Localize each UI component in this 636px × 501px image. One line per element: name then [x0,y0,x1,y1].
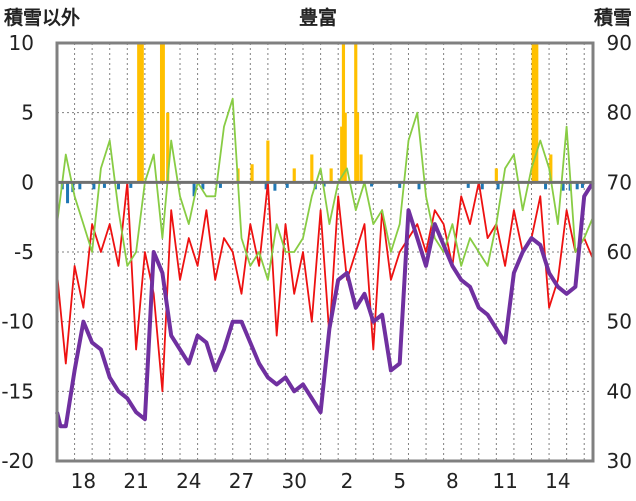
x-tick-label: 27 [229,469,254,493]
blue-bar [201,182,205,190]
snowfall-bar [138,43,143,183]
right-tick-label: 30 [607,449,632,473]
snowfall-bars [137,43,553,183]
purple-series-line [55,181,595,429]
x-tick-label: 30 [282,469,307,493]
snowfall-bar [340,126,344,183]
snowfall-bar [159,43,164,183]
blue-bar [66,182,70,204]
blue-bar [218,182,222,188]
x-tick-label: 2 [341,469,354,493]
left-tick-label: -15 [1,379,34,403]
blue-bar [102,182,106,188]
right-tick-label: 60 [607,240,632,264]
snowfall-bar [354,43,358,183]
x-tick-label: 18 [71,469,96,493]
snowfall-bar [310,154,314,183]
left-tick-label: 0 [21,170,34,194]
x-tick-label: 11 [492,469,517,493]
right-tick-label: 90 [607,31,632,55]
right-tick-label: 50 [607,310,632,334]
red-series-line [56,181,594,393]
right-tick-label: 80 [607,101,632,125]
blue-bar [480,182,484,190]
x-tick-label: 21 [123,469,148,493]
blue-bar [580,182,584,188]
blue-bar [285,182,289,188]
chart-title: 豊富 [299,6,337,29]
blue-bar [561,182,565,191]
right-axis-title: 積雪 [594,6,632,29]
blue-bar [117,182,121,190]
x-axis-ticks: 18 21 24 27 30 2 5 8 11 14 [71,469,571,493]
blue-bar [129,182,133,188]
snowfall-bar [250,164,254,183]
snowfall-bar [161,43,165,183]
snowfall-bar [292,168,296,183]
x-tick-label: 14 [545,469,570,493]
snowfall-bar [359,154,363,183]
blue-bar [575,182,579,190]
left-tick-label: 10 [9,31,34,55]
plot-border [55,41,595,463]
snowfall-bar [494,168,498,183]
right-axis-ticks: 90 80 70 60 50 40 30 [607,31,632,473]
blue-bar [417,182,421,190]
x-tick-label: 24 [176,469,201,493]
snowfall-bar [140,43,144,183]
left-tick-label: -10 [1,310,34,334]
snowfall-bar [531,43,535,183]
blue-bar [92,182,96,190]
left-axis-ticks: 10 5 0 -5 -10 -15 -20 [1,31,34,473]
blue-bar [273,182,277,191]
series-lines [55,97,595,429]
blue-bars [60,182,584,204]
blue-bar [496,182,500,190]
snowfall-bar [343,112,347,183]
left-tick-label: -20 [1,449,34,473]
blue-bar [544,182,548,190]
blue-bar [322,182,326,187]
left-tick-label: 5 [21,101,34,125]
right-tick-label: 70 [607,170,632,194]
snowfall-bar [137,43,141,183]
left-tick-label: -5 [14,240,34,264]
snowfall-bar [355,112,360,183]
blue-bar [78,182,82,190]
x-tick-label: 8 [446,469,459,493]
snowfall-bar [341,43,346,183]
green-series-line [56,97,594,281]
blue-bar [264,182,268,190]
blue-bar [466,182,470,188]
blue-bar [398,182,402,188]
snowfall-bar [329,168,333,183]
blue-bar [370,182,374,187]
snowfall-bar [535,43,539,183]
left-axis-title: 積雪以外 [4,6,80,29]
blue-bar [192,182,196,197]
snowfall-bar [533,43,537,183]
snowfall-bar [266,140,270,183]
x-tick-label: 5 [393,469,406,493]
right-tick-label: 40 [607,379,632,403]
snowfall-bar [166,112,170,183]
snowfall-bar [549,154,553,183]
